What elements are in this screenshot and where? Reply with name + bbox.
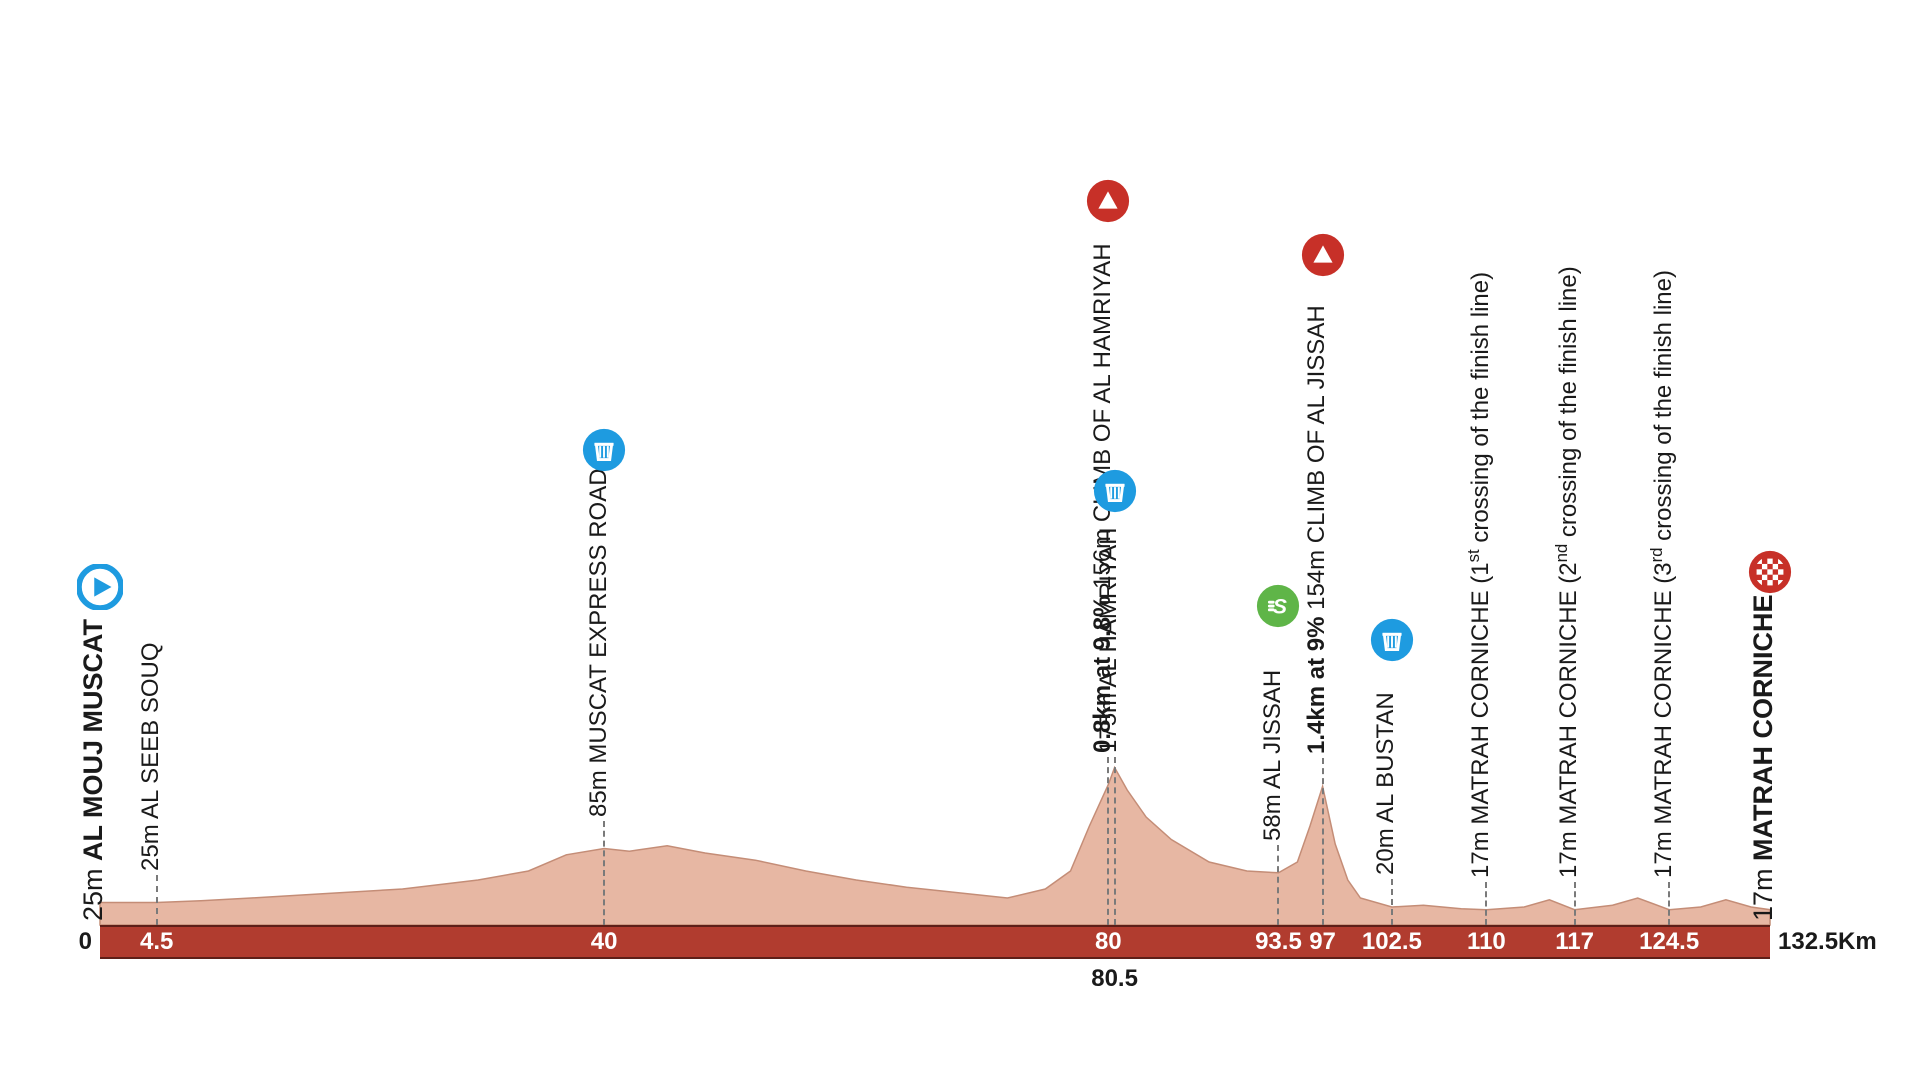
waypoint-elev: 85m [585, 770, 612, 817]
waypoint-guide [1668, 882, 1670, 925]
waypoint-label: 58m AL JISSAH [1259, 670, 1287, 841]
elevation-profile-chart: 04.5408080.593.597102.5110117124.5132.5K… [0, 0, 1920, 1080]
waypoint-guide [1391, 879, 1393, 925]
waypoint-label: 25m AL MOUJ MUSCAT [78, 619, 109, 921]
waypoint-label: 17m MATRAH CORNICHE [1748, 594, 1779, 921]
feed-icon [1369, 617, 1415, 663]
waypoint-label: 25m AL SEEB SOUQ [137, 642, 165, 871]
waypoint-guide [1277, 845, 1279, 925]
km-tick: 4.5 [117, 928, 197, 956]
waypoint-elev: 17m [1555, 831, 1582, 878]
waypoint-guide [1322, 758, 1324, 925]
km-tick: 117 [1535, 928, 1615, 956]
waypoint-guide [1485, 882, 1487, 925]
waypoint-label: 17m MATRAH CORNICHE (3rd crossing of the… [1647, 270, 1678, 878]
waypoint-name: MATRAH CORNICHE (1st crossing of the fin… [1467, 272, 1494, 825]
waypoint-name: AL JISSAH [1259, 670, 1286, 789]
start-icon [77, 564, 123, 610]
km-tick: 124.5 [1629, 928, 1709, 956]
finish-icon [1747, 549, 1793, 595]
waypoint-guide [1107, 757, 1109, 925]
km-tick: 132.5Km [1778, 928, 1877, 956]
waypoint-label: 17m MATRAH CORNICHE (1st crossing of the… [1464, 272, 1495, 878]
waypoint-label: 85m MUSCAT EXPRESS ROAD [585, 468, 613, 817]
waypoint-label: 175m AL HAMRIYAH [1095, 527, 1123, 752]
feed-icon [581, 427, 627, 473]
km-tick: 80.5 [1085, 965, 1145, 993]
waypoint-guide [1574, 882, 1576, 925]
waypoint-guide [1114, 757, 1116, 925]
waypoint-name: AL SEEB SOUQ [137, 642, 164, 819]
km-tick: 40 [564, 928, 644, 956]
waypoint-elev: 154m [1303, 550, 1330, 610]
waypoint-name: AL HAMRIYAH [1095, 527, 1122, 687]
km-tick: 97 [1283, 928, 1363, 956]
waypoint-name: AL BUSTAN [1372, 692, 1399, 823]
km-tick: 102.5 [1352, 928, 1432, 956]
waypoint-elev: 17m [1650, 831, 1677, 878]
waypoint-elev: 175m [1095, 693, 1122, 753]
waypoint-name: CLIMB OF AL JISSAH [1303, 306, 1330, 544]
waypoint-name: MATRAH CORNICHE [1748, 594, 1778, 860]
waypoint-name: MATRAH CORNICHE (3rd crossing of the fin… [1650, 270, 1677, 825]
feed-icon [1092, 468, 1138, 514]
km-tick: 0 [79, 928, 92, 956]
waypoint-elev: 17m [1467, 831, 1494, 878]
waypoint-guide [156, 875, 158, 926]
waypoint-name: AL MOUJ MUSCAT [78, 619, 108, 861]
waypoint-label: 1.4km at 9% 154m CLIMB OF AL JISSAH [1303, 306, 1331, 755]
climb-icon [1300, 232, 1346, 278]
waypoint-elev: 17m [1748, 868, 1778, 921]
waypoint-elev: 25m [137, 824, 164, 871]
waypoint-name: MATRAH CORNICHE (2nd crossing of the fin… [1555, 266, 1582, 824]
waypoint-label: 17m MATRAH CORNICHE (2nd crossing of the… [1552, 266, 1583, 878]
waypoint-elev: 58m [1259, 794, 1286, 841]
waypoint-extra: 1.4km at 9% [1303, 617, 1330, 754]
sprint-icon: S [1255, 583, 1301, 629]
km-tick: 80 [1068, 928, 1148, 956]
waypoint-elev: 20m [1372, 828, 1399, 875]
waypoint-label: 20m AL BUSTAN [1372, 692, 1400, 875]
svg-text:S: S [1273, 595, 1287, 618]
elevation-area [0, 0, 1920, 1080]
waypoint-guide [603, 821, 605, 926]
climb-icon [1085, 178, 1131, 224]
waypoint-elev: 25m [78, 868, 108, 921]
waypoint-name: MUSCAT EXPRESS ROAD [585, 468, 612, 763]
km-tick: 110 [1446, 928, 1526, 956]
